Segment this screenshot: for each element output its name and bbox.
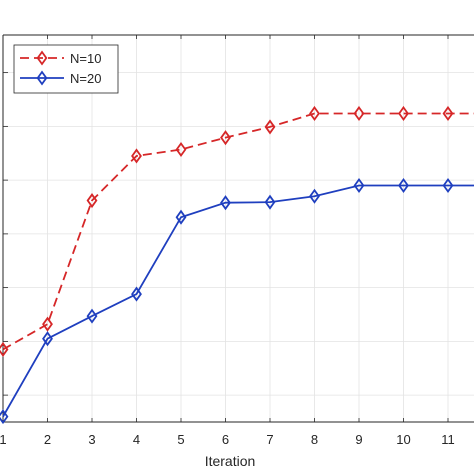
tick-labels: 1 2 3 4 5 6 7 8 9 10 11 xyxy=(0,432,455,447)
axes xyxy=(2,34,474,423)
data-point xyxy=(442,177,454,194)
x-tick-label: 4 xyxy=(133,432,140,447)
data-point xyxy=(0,341,9,357)
data-point xyxy=(131,286,142,302)
data-point xyxy=(131,148,142,164)
x-tick-label: 11 xyxy=(441,432,455,447)
x-tick-label: 9 xyxy=(355,432,362,447)
data-point xyxy=(309,105,320,122)
data-point xyxy=(42,331,53,347)
legend-label: N=10 xyxy=(70,51,101,66)
legend-marker xyxy=(36,50,48,66)
legend-marker xyxy=(36,70,48,86)
data-point xyxy=(0,409,9,425)
legend-entry: N=10 xyxy=(20,50,101,66)
x-axis-label: Iteration xyxy=(205,453,256,469)
x-tick-label: 10 xyxy=(396,432,410,447)
data-point xyxy=(264,194,276,210)
series-1 xyxy=(0,105,474,357)
x-tick-label: 6 xyxy=(222,432,229,447)
legend-entry: N=20 xyxy=(20,70,101,86)
series-line xyxy=(2,112,474,351)
data-point xyxy=(42,316,53,332)
data-point xyxy=(353,105,365,122)
x-tick-label: 2 xyxy=(44,432,51,447)
x-tick-label: 8 xyxy=(311,432,318,447)
data-point xyxy=(86,308,98,324)
x-tick-label: 5 xyxy=(177,432,184,447)
legend: N=10 N=20 xyxy=(13,44,119,94)
data-point xyxy=(86,193,98,209)
data-point xyxy=(220,130,231,146)
data-point xyxy=(353,177,365,194)
x-tick-label: 3 xyxy=(88,432,95,447)
series-group xyxy=(0,105,474,425)
x-tick-label: 1 xyxy=(0,432,7,447)
data-point xyxy=(175,209,187,225)
data-point xyxy=(442,105,454,122)
data-point xyxy=(398,105,409,122)
legend-box xyxy=(13,44,119,94)
data-point xyxy=(264,119,276,135)
x-tick-label: 7 xyxy=(266,432,273,447)
series-2 xyxy=(0,177,474,425)
series-line xyxy=(2,184,474,418)
data-point xyxy=(220,195,231,211)
data-point xyxy=(398,177,409,194)
data-point xyxy=(175,141,187,158)
data-point xyxy=(309,188,320,204)
legend-label: N=20 xyxy=(70,71,101,86)
grid xyxy=(2,35,474,422)
